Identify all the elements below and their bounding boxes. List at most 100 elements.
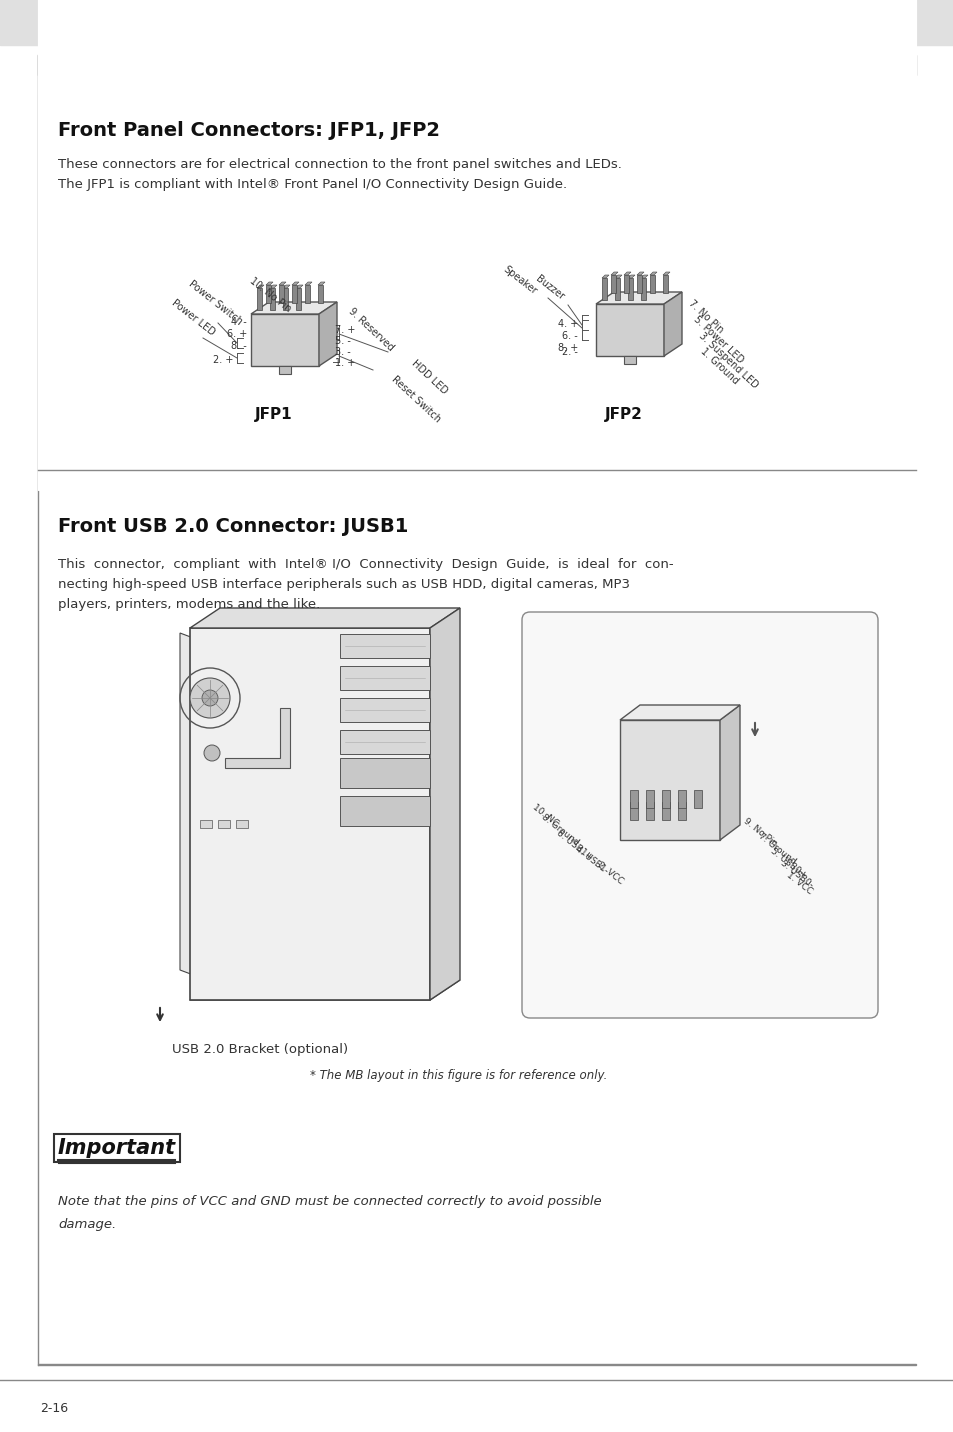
Text: 10. No Pin: 10. No Pin <box>247 276 293 314</box>
Bar <box>678 790 685 808</box>
Polygon shape <box>627 275 635 278</box>
Text: 2. VCC: 2. VCC <box>595 861 624 886</box>
Bar <box>693 790 701 808</box>
Bar <box>0 0 953 44</box>
Text: 8. -: 8. - <box>231 341 247 351</box>
Text: The JFP1 is compliant with Intel® Front Panel I/O Connectivity Design Guide.: The JFP1 is compliant with Intel® Front … <box>58 178 566 190</box>
Polygon shape <box>596 304 663 357</box>
Bar <box>256 288 262 309</box>
Text: 4. -: 4. - <box>231 316 247 326</box>
Bar <box>645 790 654 808</box>
Bar <box>339 697 430 722</box>
Text: 1. VCC: 1. VCC <box>784 871 814 896</box>
Bar <box>615 278 619 299</box>
Text: Important: Important <box>58 1138 176 1158</box>
Bar <box>218 821 230 828</box>
Bar <box>38 0 915 95</box>
Text: Front USB 2.0 Connector: JUSB1: Front USB 2.0 Connector: JUSB1 <box>58 517 408 536</box>
Bar <box>266 285 271 304</box>
Bar <box>629 790 638 808</box>
Bar <box>292 285 296 304</box>
Bar <box>278 367 291 374</box>
Bar <box>637 275 641 294</box>
Polygon shape <box>270 285 276 288</box>
Text: HDD LED: HDD LED <box>409 358 449 397</box>
Bar <box>645 802 654 821</box>
Bar <box>601 278 606 299</box>
Text: 1. +: 1. + <box>335 358 355 368</box>
Polygon shape <box>180 633 220 985</box>
Polygon shape <box>720 705 740 841</box>
Text: 7. +: 7. + <box>335 325 355 335</box>
Text: 4. USB1-: 4. USB1- <box>574 845 609 875</box>
Bar <box>629 802 638 821</box>
Text: 9. Reserved: 9. Reserved <box>346 306 395 354</box>
Text: This  connector,  compliant  with  Intel® I/O  Connectivity  Design  Guide,  is : This connector, compliant with Intel® I/… <box>58 558 673 571</box>
Polygon shape <box>266 282 273 285</box>
Text: 7. Ground: 7. Ground <box>757 832 798 866</box>
Text: players, printers, modems and the like.: players, printers, modems and the like. <box>58 599 320 611</box>
Polygon shape <box>615 275 621 278</box>
Bar <box>339 796 430 826</box>
Bar <box>317 285 323 304</box>
Text: Front Panel Connectors: JFP1, JFP2: Front Panel Connectors: JFP1, JFP2 <box>58 120 439 139</box>
Text: 8. Ground: 8. Ground <box>539 813 579 848</box>
Text: Power LED: Power LED <box>170 298 216 338</box>
Polygon shape <box>317 282 325 285</box>
FancyBboxPatch shape <box>521 611 877 1018</box>
Text: 2. +: 2. + <box>213 355 233 365</box>
Text: Buzzer: Buzzer <box>534 274 565 302</box>
Text: 3. -: 3. - <box>335 347 351 357</box>
Bar <box>610 275 616 294</box>
Polygon shape <box>305 282 312 285</box>
Text: 6. USB1+: 6. USB1+ <box>555 828 594 862</box>
Text: * The MB layout in this figure is for reference only.: * The MB layout in this figure is for re… <box>310 1068 607 1081</box>
Polygon shape <box>430 609 459 1000</box>
Bar <box>661 790 669 808</box>
Text: Reset Switch: Reset Switch <box>389 374 442 425</box>
Bar <box>235 821 248 828</box>
Polygon shape <box>318 302 336 367</box>
Text: USB 2.0 Bracket (optional): USB 2.0 Bracket (optional) <box>172 1044 348 1057</box>
Polygon shape <box>256 285 264 288</box>
Text: 1. Ground: 1. Ground <box>698 347 740 387</box>
Bar <box>38 54 915 74</box>
Bar <box>283 288 288 309</box>
Text: 3. Suspend LED: 3. Suspend LED <box>696 331 759 390</box>
Bar <box>190 629 430 1000</box>
Polygon shape <box>278 282 286 285</box>
Bar <box>662 275 667 294</box>
Bar <box>339 758 430 788</box>
Polygon shape <box>225 707 290 768</box>
Text: Hardware Setup: Hardware Setup <box>40 19 153 32</box>
Polygon shape <box>662 272 669 275</box>
Text: damage.: damage. <box>58 1219 116 1232</box>
Polygon shape <box>663 292 681 357</box>
Text: These connectors are for electrical connection to the front panel switches and L: These connectors are for electrical conn… <box>58 158 621 170</box>
Bar <box>640 278 645 299</box>
Bar <box>305 285 310 304</box>
Text: 5. Power LED: 5. Power LED <box>691 315 744 365</box>
Polygon shape <box>601 275 608 278</box>
Text: Note that the pins of VCC and GND must be connected correctly to avoid possible: Note that the pins of VCC and GND must b… <box>58 1194 601 1209</box>
Circle shape <box>190 677 230 717</box>
Bar <box>627 278 633 299</box>
Text: 3. USB0-: 3. USB0- <box>779 858 815 889</box>
Text: 4. +: 4. + <box>558 319 578 329</box>
Circle shape <box>204 745 220 760</box>
Polygon shape <box>292 282 298 285</box>
Bar <box>623 275 628 294</box>
Polygon shape <box>623 272 630 275</box>
Bar <box>678 802 685 821</box>
Text: JFP2: JFP2 <box>604 408 642 422</box>
Text: 8. +: 8. + <box>558 344 578 354</box>
Text: necting high-speed USB interface peripherals such as USB HDD, digital cameras, M: necting high-speed USB interface periphe… <box>58 579 629 591</box>
Bar <box>270 288 274 309</box>
Bar <box>619 720 720 841</box>
Bar <box>661 802 669 821</box>
Polygon shape <box>610 272 618 275</box>
Bar <box>295 288 301 309</box>
Bar <box>623 357 636 364</box>
Polygon shape <box>251 302 336 314</box>
Text: 7. No Pin: 7. No Pin <box>686 298 724 335</box>
